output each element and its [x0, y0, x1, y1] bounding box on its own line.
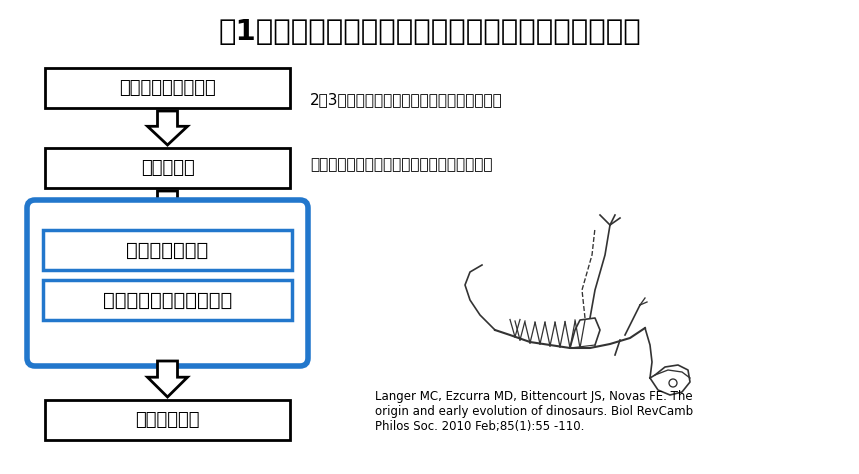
Polygon shape	[148, 361, 187, 397]
Text: 高い運動性能: 高い運動性能	[135, 411, 200, 429]
Bar	[43, 230, 292, 270]
Bar	[45, 400, 290, 440]
Polygon shape	[148, 111, 187, 145]
Text: 図1：鳥と獣脚類のインスリン耐性は低酸素への適応: 図1：鳥と獣脚類のインスリン耐性は低酸素への適応	[218, 18, 641, 46]
Text: ゲノム欠損: ゲノム欠損	[141, 159, 194, 177]
Text: この時すでにインスリン耐性であった可能性: この時すでにインスリン耐性であった可能性	[310, 157, 492, 173]
Text: Langer MC, Ezcurra MD, Bittencourt JS, Novas FE. The
origin and early evolution : Langer MC, Ezcurra MD, Bittencourt JS, N…	[375, 390, 693, 433]
Text: ミトコンドリアの活性化: ミトコンドリアの活性化	[103, 291, 232, 310]
Polygon shape	[148, 191, 187, 215]
Bar	[43, 280, 292, 320]
Text: 低酸素による選択圧: 低酸素による選択圧	[119, 79, 216, 97]
Text: 2億3千万年前の最古の獣脚類ヘレラサウルス: 2億3千万年前の最古の獣脚類ヘレラサウルス	[310, 92, 503, 108]
Text: インスリン耐性: インスリン耐性	[126, 240, 209, 259]
Bar	[45, 68, 290, 108]
FancyBboxPatch shape	[27, 200, 308, 366]
Bar	[45, 148, 290, 188]
